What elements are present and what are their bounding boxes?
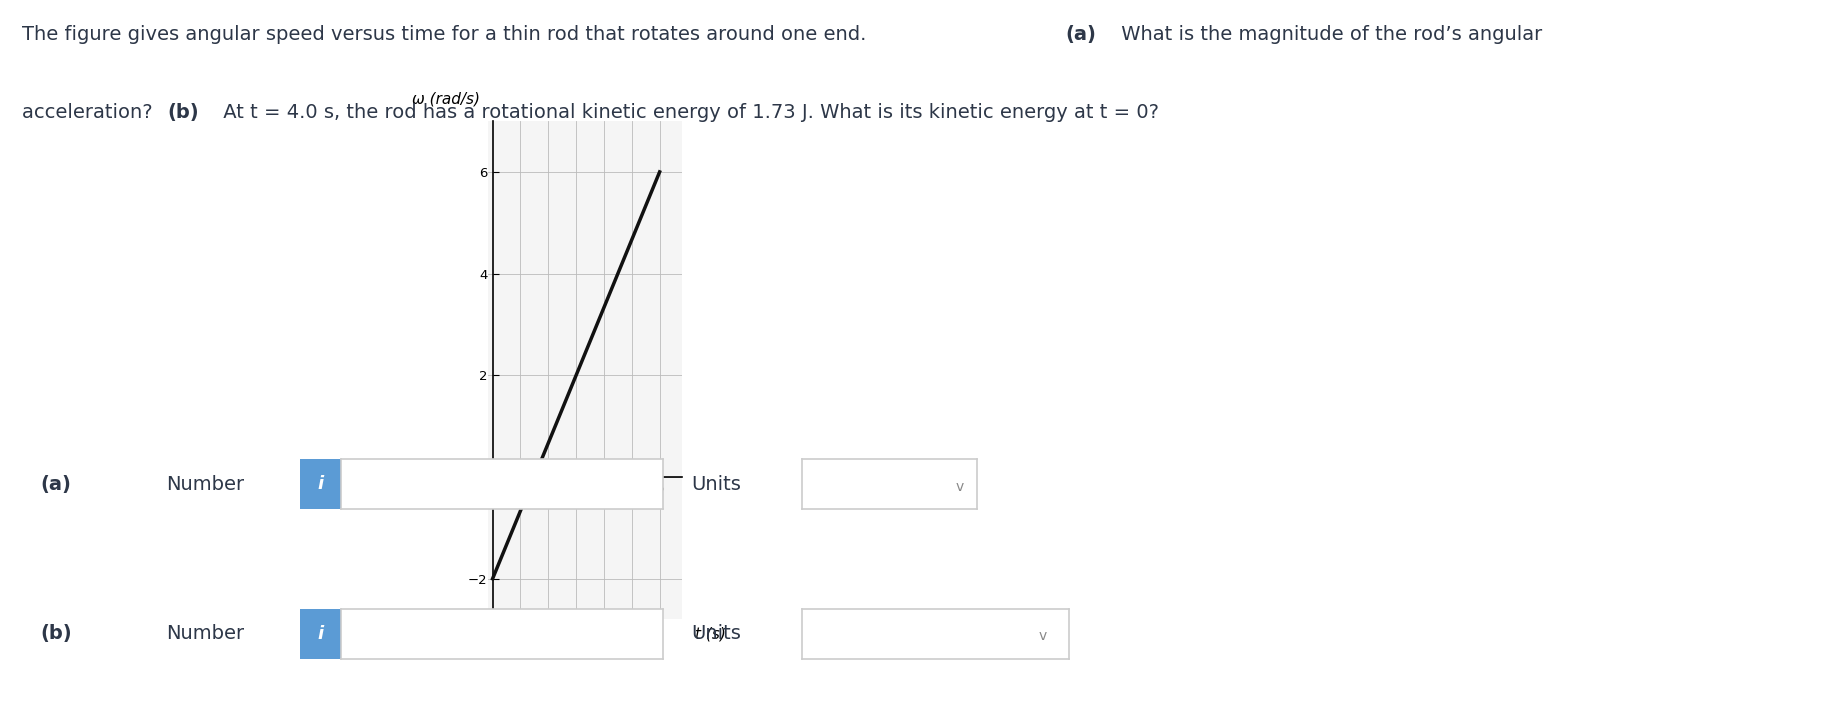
Text: i: i bbox=[317, 624, 324, 643]
Text: (a): (a) bbox=[41, 475, 72, 493]
Text: Units: Units bbox=[691, 624, 741, 643]
Text: Number: Number bbox=[166, 624, 243, 643]
Text: acceleration?: acceleration? bbox=[22, 103, 158, 122]
Text: Units: Units bbox=[691, 475, 741, 493]
Text: (a): (a) bbox=[1065, 25, 1097, 44]
Text: 0: 0 bbox=[468, 639, 477, 652]
Text: i: i bbox=[317, 475, 324, 493]
Text: The figure gives angular speed versus time for a thin rod that rotates around on: The figure gives angular speed versus ti… bbox=[22, 25, 874, 44]
Text: Number: Number bbox=[166, 475, 243, 493]
Text: At t = 4.0 s, the rod has a rotational kinetic energy of 1.73 J. What is its kin: At t = 4.0 s, the rod has a rotational k… bbox=[217, 103, 1159, 122]
X-axis label: t (s): t (s) bbox=[695, 627, 726, 642]
Y-axis label: ω (rad/s): ω (rad/s) bbox=[411, 91, 479, 106]
Text: (b): (b) bbox=[168, 103, 199, 122]
Text: (b): (b) bbox=[41, 624, 72, 643]
Text: v: v bbox=[955, 480, 964, 493]
Text: What is the magnitude of the rod’s angular: What is the magnitude of the rod’s angul… bbox=[1115, 25, 1543, 44]
Text: v: v bbox=[1038, 629, 1047, 643]
